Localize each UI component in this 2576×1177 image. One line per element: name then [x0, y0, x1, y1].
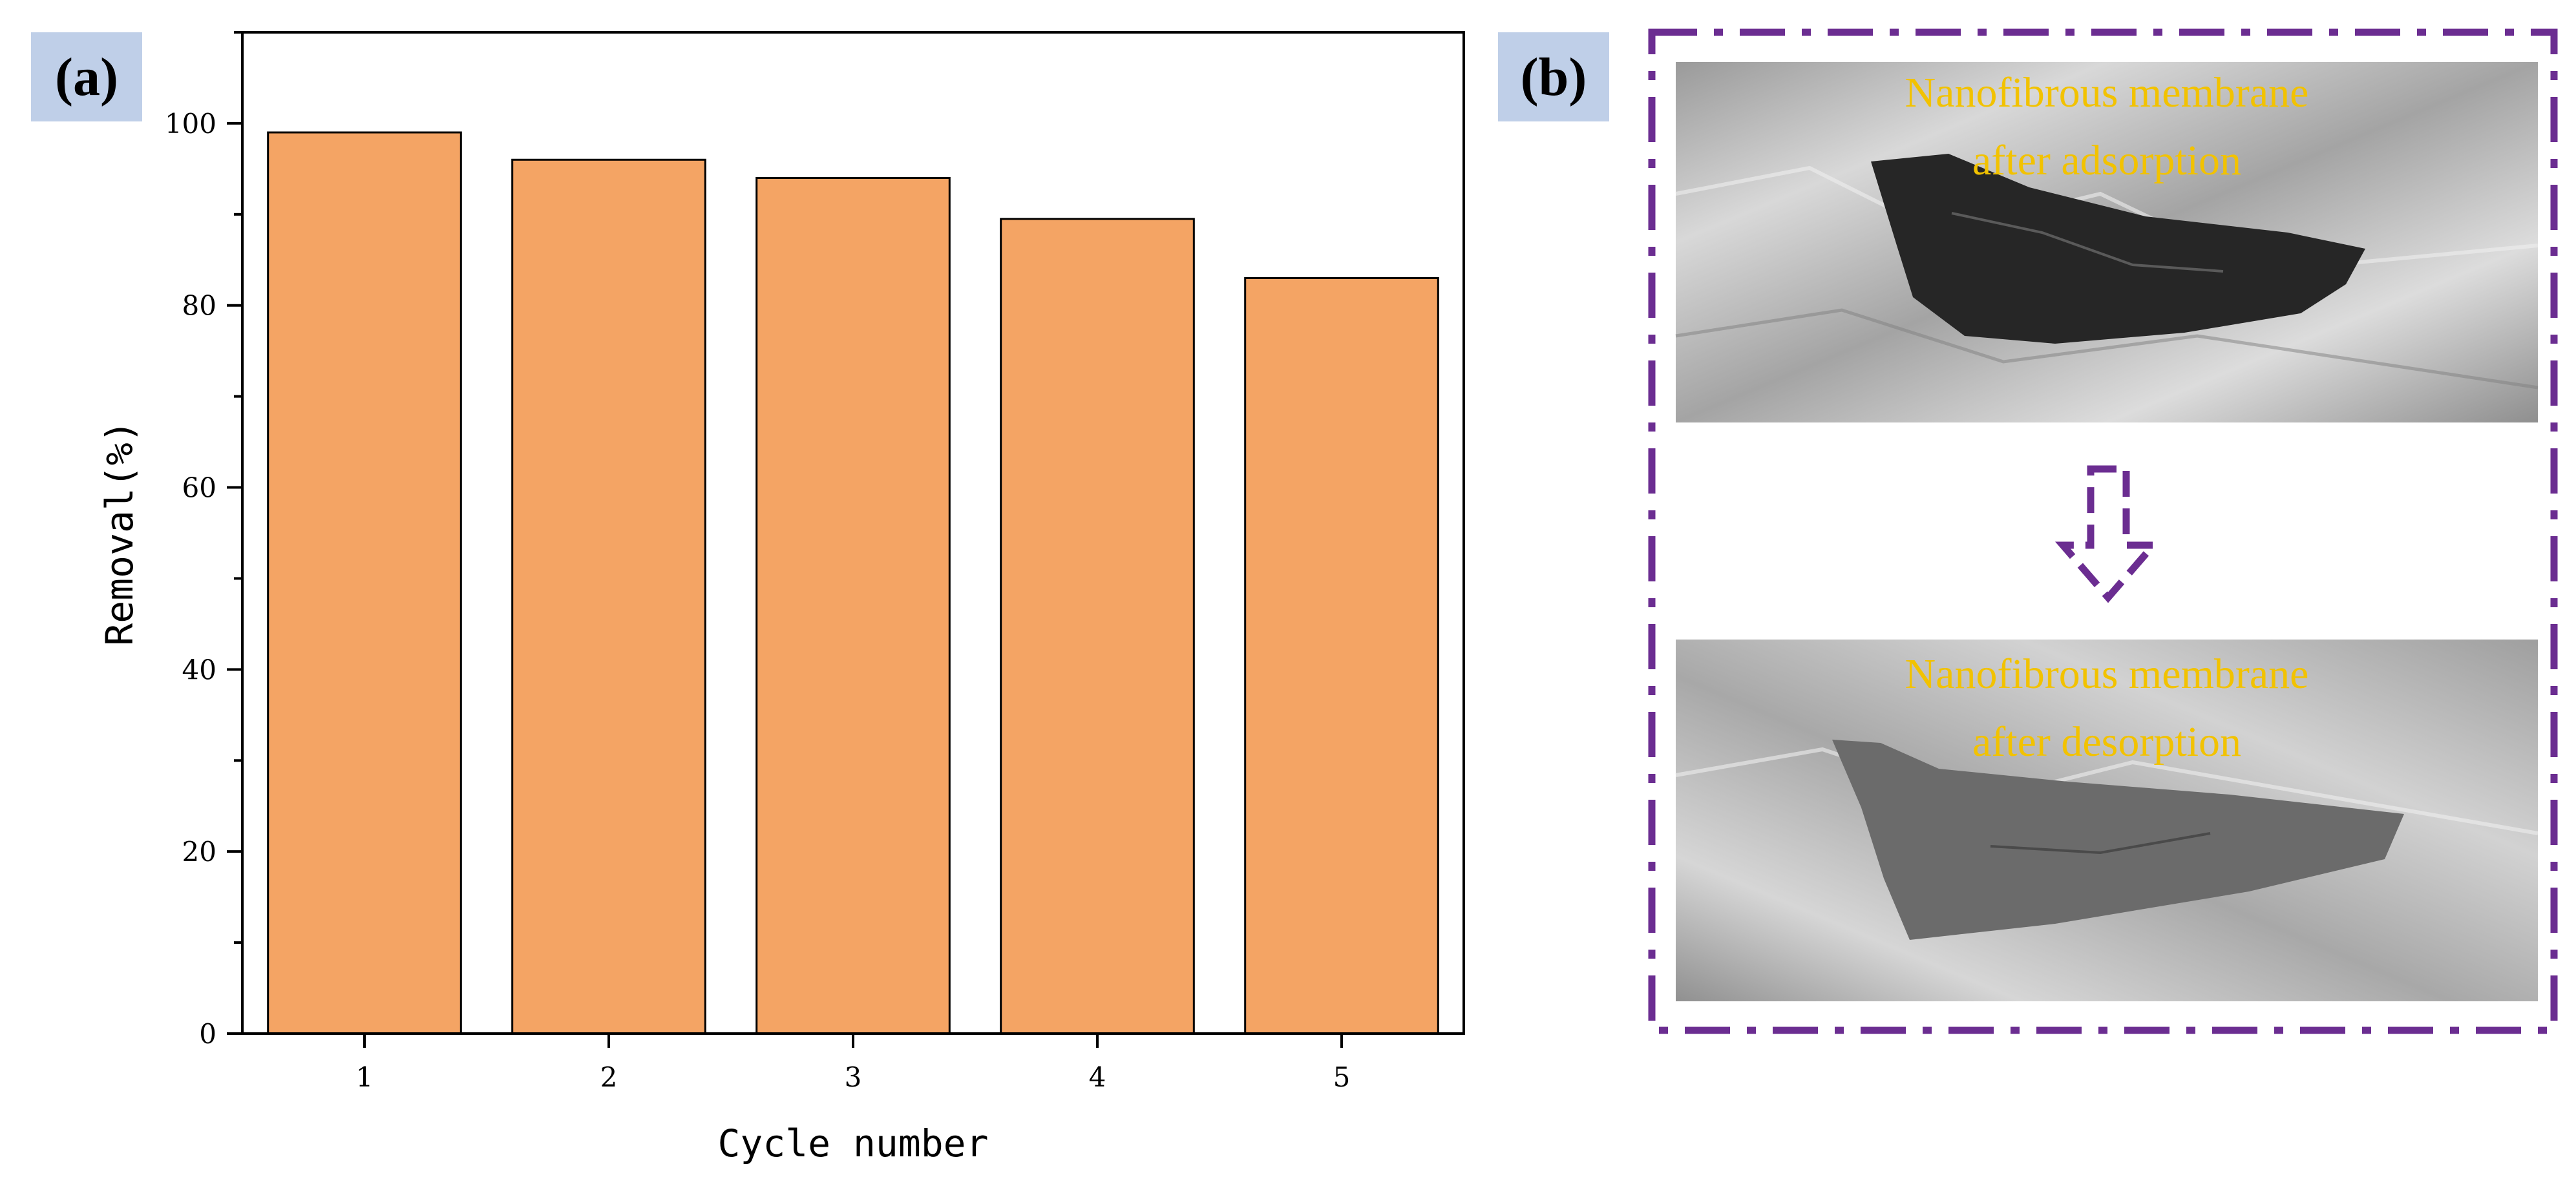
x-tick-label: 3	[845, 1061, 862, 1093]
bar-cycle-1	[267, 131, 462, 1035]
bar-cycle-3	[755, 176, 951, 1035]
panel-b-label: (b)	[1498, 32, 1609, 121]
bar-cycle-2	[511, 158, 706, 1035]
y-tick-label: 0	[199, 1018, 216, 1050]
y-tick-label: 20	[182, 836, 216, 868]
x-axis-title: Cycle number	[717, 1121, 988, 1165]
dark-membrane	[1871, 154, 2365, 344]
x-tick-label: 1	[356, 1061, 374, 1093]
y-tick-label: 60	[182, 472, 216, 504]
bar-cycle-4	[1000, 218, 1195, 1035]
bar-cycle-5	[1244, 276, 1439, 1035]
panel-a-label: (a)	[31, 32, 142, 121]
photo-after-desorption: Nanofibrous membrane after desorption	[1675, 640, 2539, 1001]
y-axis-title: Removal(%)	[98, 420, 142, 645]
bottom-caption-line-1: Nanofibrous membrane	[1905, 651, 2309, 698]
x-tick-label: 5	[1333, 1061, 1351, 1093]
x-tick-label: 4	[1089, 1061, 1106, 1093]
top-caption-line-2: after adsorption	[1972, 137, 2241, 184]
y-tick-label: 80	[182, 290, 216, 322]
photo-after-adsorption: Nanofibrous membrane after adsorption	[1675, 62, 2539, 422]
dashed-frame	[1648, 28, 2558, 1034]
y-tick-label: 100	[165, 108, 216, 140]
dashed-down-arrow	[2054, 465, 2162, 603]
y-tick-label: 40	[182, 654, 216, 685]
grey-membrane	[1832, 740, 2404, 940]
x-tick-label: 2	[600, 1061, 618, 1093]
bottom-caption-line-2: after desorption	[1972, 718, 2241, 766]
top-caption-line-1: Nanofibrous membrane	[1905, 69, 2309, 116]
removal-bar-chart: 0 20 40 60 80 100 1 2 3 4 5 Cycle number Removal(…	[98, 31, 1465, 1165]
